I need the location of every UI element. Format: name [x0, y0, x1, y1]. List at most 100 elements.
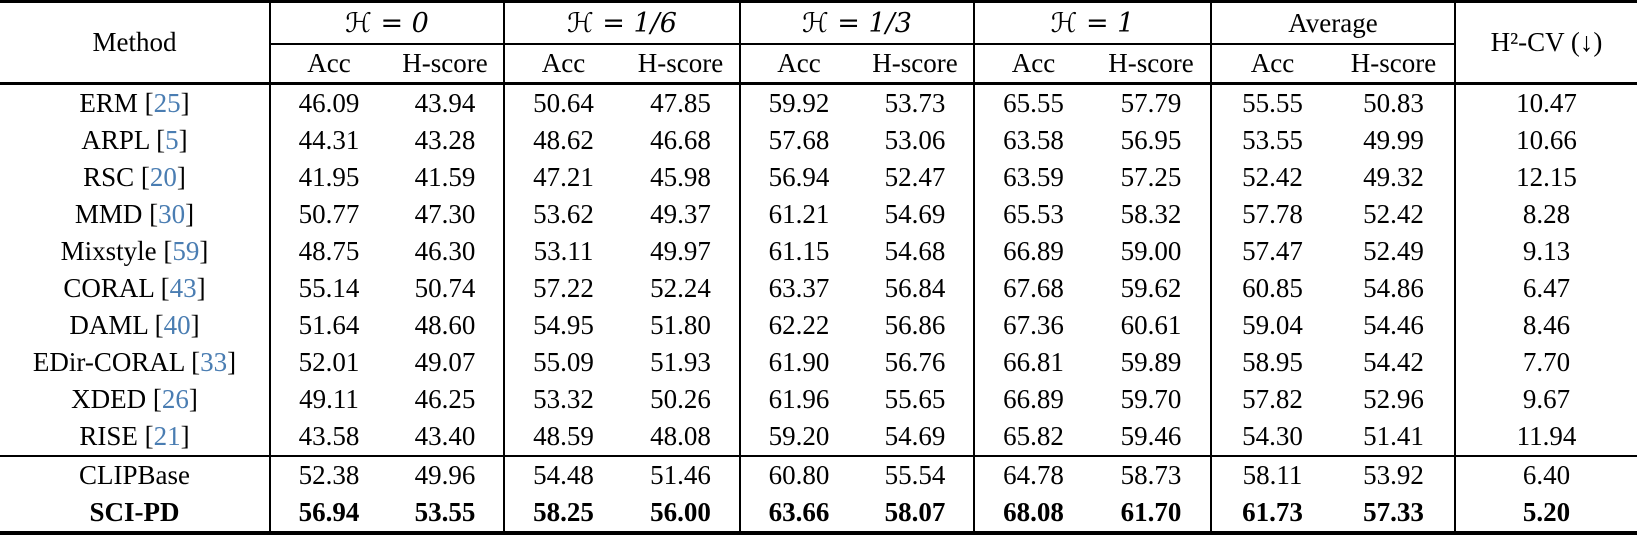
subheader-acc: Acc — [503, 44, 622, 85]
method-cell: RSC [20] — [83, 162, 186, 192]
method-name: RISE — [79, 421, 138, 451]
method-cell: ERM [25] — [79, 88, 190, 118]
value-cell: 54.95 — [503, 307, 622, 344]
value-cell: 50.83 — [1363, 88, 1424, 118]
value-cell: 65.82 — [973, 418, 1092, 456]
value-cell: 51.80 — [650, 310, 711, 340]
method-cell: EDir-CORAL [33] — [32, 347, 237, 377]
table-row: DAML [40] 51.64 48.60 54.95 51.80 62.22 56.86 6… — [0, 307, 1637, 344]
value-cell: 53.62 — [503, 196, 622, 233]
table-row: CORAL [43] 55.14 50.74 57.22 52.24 63.37 56.84… — [0, 270, 1637, 307]
value-cell: 54.69 — [884, 421, 946, 451]
value-cell: 67.68 — [973, 270, 1092, 307]
subheader-acc: Acc — [739, 44, 857, 85]
value-cell: 66.89 — [973, 381, 1092, 418]
value-cell: 59.62 — [1120, 273, 1182, 303]
value-cell: 57.25 — [1120, 162, 1182, 192]
value-cell: 60.80 — [739, 455, 857, 494]
value-cell: 51.93 — [650, 347, 711, 377]
subheader-acc: Acc — [269, 44, 387, 85]
table-row: Mixstyle [59] 48.75 46.30 53.11 49.97 61.15 54… — [0, 233, 1637, 270]
value-cell: 67.36 — [973, 307, 1092, 344]
method-name: CORAL — [63, 273, 154, 303]
value-cell: 53.32 — [503, 381, 622, 418]
value-cell: 55.09 — [503, 344, 622, 381]
value-cell: 62.22 — [739, 307, 857, 344]
table-header: Method ℋ = 0 ℋ = 1/6 ℋ = 1/3 ℋ = 1 Avera… — [0, 1, 1637, 85]
value-cell: 50.26 — [650, 384, 711, 414]
table-row: RISE [21] 43.58 43.40 48.59 48.08 59.20 54.69 6… — [0, 418, 1637, 456]
hcv-cell: 12.15 — [1454, 159, 1637, 196]
citation-link[interactable]: 5 — [165, 125, 179, 155]
value-cell: 47.21 — [503, 159, 622, 196]
value-cell: 55.65 — [884, 384, 946, 414]
method-name: SCI-PD — [89, 497, 180, 527]
method-cell: SCI-PD — [0, 494, 270, 533]
hcv-cell: 9.13 — [1454, 233, 1637, 270]
citation-link[interactable]: 26 — [161, 384, 189, 414]
citation-link[interactable]: 43 — [169, 273, 197, 303]
value-cell: 57.82 — [1210, 381, 1333, 418]
method-name: DAML — [69, 310, 148, 340]
value-cell: 52.96 — [1363, 384, 1424, 414]
value-cell: 63.66 — [739, 494, 857, 533]
value-cell: 63.37 — [739, 270, 857, 307]
value-cell: 57.33 — [1363, 497, 1424, 527]
value-cell: 58.73 — [1092, 455, 1211, 494]
subheader-hscore: H-score — [857, 44, 974, 85]
value-cell: 46.09 — [269, 83, 387, 122]
value-cell: 50.74 — [414, 273, 476, 303]
value-cell: 55.54 — [857, 455, 974, 494]
value-cell: 50.77 — [269, 196, 387, 233]
subheader-hscore: H-score — [1092, 44, 1211, 85]
value-cell: 47.85 — [650, 88, 711, 118]
value-cell: 49.99 — [1363, 125, 1424, 155]
value-cell: 57.78 — [1210, 196, 1333, 233]
method-cell: CORAL [43] — [63, 273, 206, 303]
value-cell: 61.73 — [1210, 494, 1333, 533]
value-cell: 63.59 — [973, 159, 1092, 196]
method-name: MMD — [74, 199, 143, 229]
method-cell: CLIPBase — [0, 455, 270, 494]
hcv-cell: 8.28 — [1454, 196, 1637, 233]
group-header-row: Method ℋ = 0 ℋ = 1/6 ℋ = 1/3 ℋ = 1 Avera… — [0, 1, 1637, 85]
citation-link[interactable]: 21 — [153, 421, 181, 451]
value-cell: 58.11 — [1210, 455, 1333, 494]
hcv-cell: 6.40 — [1454, 455, 1637, 494]
value-cell: 48.60 — [414, 310, 476, 340]
citation-link[interactable]: 40 — [163, 310, 191, 340]
citation-link[interactable]: 20 — [149, 162, 177, 192]
value-cell: 63.58 — [973, 122, 1092, 159]
citation-link[interactable]: 59 — [172, 236, 200, 266]
hcv-cell: 5.20 — [1454, 494, 1637, 533]
value-cell: 43.28 — [414, 125, 476, 155]
group-header-h-1-3: ℋ = 1/3 — [739, 1, 974, 45]
value-cell: 57.47 — [1210, 233, 1333, 270]
table-row: RSC [20] 41.95 41.59 47.21 45.98 56.94 52.47 63… — [0, 159, 1637, 196]
method-name: EDir-CORAL — [32, 347, 185, 377]
value-cell: 59.20 — [739, 418, 857, 456]
value-cell: 52.01 — [269, 344, 387, 381]
value-cell: 59.89 — [1120, 347, 1182, 377]
method-name: Mixstyle — [60, 236, 157, 266]
value-cell: 52.42 — [1210, 159, 1333, 196]
value-cell: 54.42 — [1363, 347, 1424, 377]
citation-link[interactable]: 25 — [153, 88, 181, 118]
value-cell: 61.21 — [739, 196, 857, 233]
citation-link[interactable]: 30 — [158, 199, 186, 229]
hcv-cell: 8.46 — [1454, 307, 1637, 344]
value-cell: 52.47 — [884, 162, 946, 192]
value-cell: 54.30 — [1210, 418, 1333, 456]
value-cell: 45.98 — [650, 162, 711, 192]
value-cell: 54.48 — [503, 455, 622, 494]
method-cell: XDED [26] — [71, 384, 198, 414]
value-cell: 57.22 — [503, 270, 622, 307]
citation-link[interactable]: 33 — [200, 347, 228, 377]
value-cell: 59.04 — [1210, 307, 1333, 344]
value-cell: 52.24 — [650, 273, 711, 303]
table-row: SCI-PD 56.94 53.55 58.25 56.00 63.66 58.07 68.0… — [0, 494, 1637, 533]
value-cell: 61.15 — [739, 233, 857, 270]
value-cell: 57.68 — [739, 122, 857, 159]
subheader-row: Acc H-score Acc H-score Acc H-score Acc … — [0, 44, 1637, 85]
